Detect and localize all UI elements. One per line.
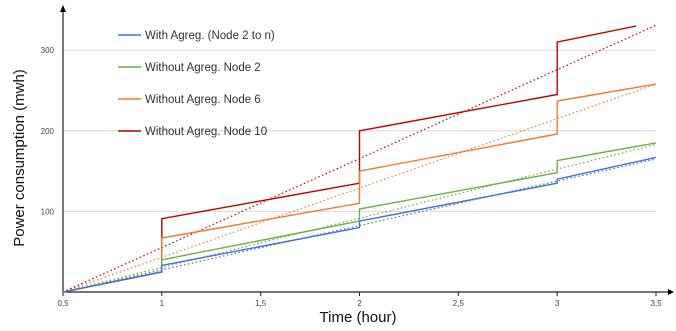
legend-label: With Agreg. (Node 2 to n) (145, 30, 275, 42)
y-tick-label: 200 (41, 127, 55, 136)
x-tick-label: 3 (555, 299, 560, 308)
x-tick-label: 3,5 (650, 299, 662, 308)
x-axis-title: Time (hour) (320, 309, 397, 326)
y-tick-label: 300 (41, 46, 55, 55)
series-layer (62, 25, 657, 293)
series-line-0 (62, 156, 657, 293)
x-tick-label: 1 (160, 299, 165, 308)
x-tick-label: 2 (357, 299, 362, 308)
legend: With Agreg. (Node 2 to n) Without Agreg. … (118, 30, 275, 138)
y-axis-title: Power consumption (mwh) (11, 69, 28, 247)
legend-label: Without Agreg. Node 2 (145, 62, 261, 74)
legend-label: Without Agreg. Node 6 (145, 94, 261, 106)
x-tick-label: 2,5 (453, 299, 465, 308)
x-tick-label: 0,5 (57, 299, 69, 308)
x-tick-label: 1,5 (255, 299, 267, 308)
x-axis-arrow (668, 289, 674, 295)
axes-layer (60, 5, 674, 295)
ticks-layer: 0,5 1 1,5 2 2,5 3 3,5 100 200 300 (41, 46, 662, 308)
y-axis-arrow (60, 5, 66, 12)
y-tick-label: 100 (41, 207, 55, 216)
legend-label: Without Agreg. Node 10 (145, 126, 267, 138)
series-line-2 (62, 83, 657, 293)
